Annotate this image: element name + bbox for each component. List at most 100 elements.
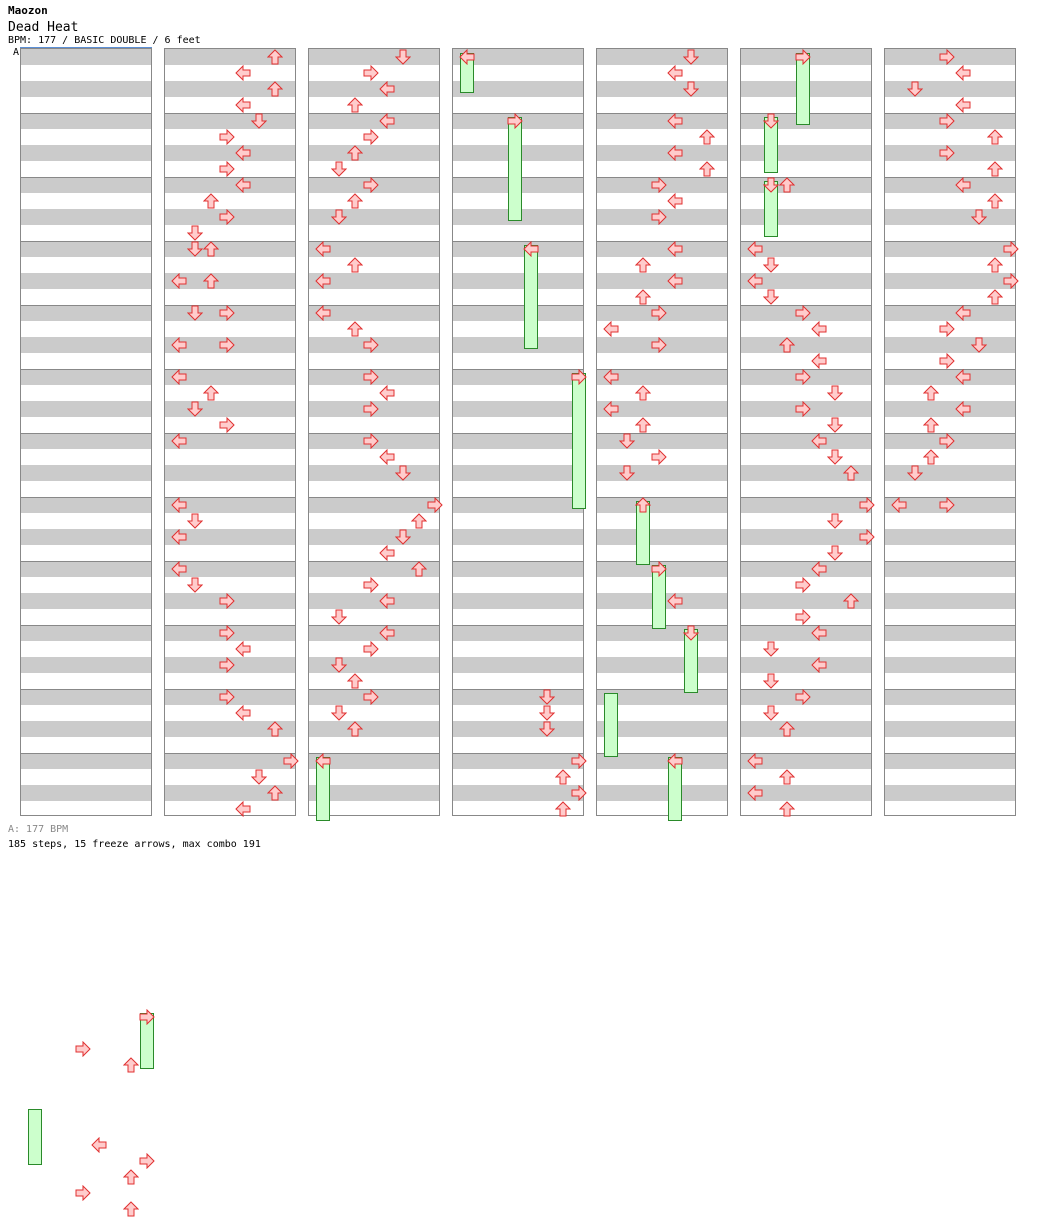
- step-arrow-right: [571, 753, 587, 769]
- step-arrow-right: [363, 177, 379, 193]
- step-arrow-up: [203, 193, 219, 209]
- step-arrow-up: [779, 769, 795, 785]
- freeze-arrow: [28, 1109, 42, 1165]
- measure-line: [597, 689, 727, 690]
- artist-name: Maozon: [8, 4, 48, 17]
- step-arrow-down: [683, 49, 699, 65]
- measure-line: [885, 241, 1015, 242]
- measure-line: [309, 241, 439, 242]
- step-arrow-up: [987, 193, 1003, 209]
- measure-line: [885, 305, 1015, 306]
- step-arrow-left: [379, 113, 395, 129]
- step-arrow-left: [235, 801, 251, 817]
- measure-column-5: [596, 48, 728, 821]
- step-arrow-right: [219, 305, 235, 321]
- step-arrow-down: [683, 81, 699, 97]
- step-arrow-up: [267, 785, 283, 801]
- step-arrow-up: [123, 1057, 139, 1073]
- measure-line: [885, 113, 1015, 114]
- step-arrow-down: [827, 417, 843, 433]
- step-arrow-down: [907, 465, 923, 481]
- step-arrow-down: [187, 241, 203, 257]
- step-arrow-right: [939, 113, 955, 129]
- measure-line: [309, 305, 439, 306]
- step-arrow-left: [955, 177, 971, 193]
- measure-line: [21, 113, 151, 114]
- step-arrow-right: [219, 593, 235, 609]
- measure-line: [885, 625, 1015, 626]
- freeze-arrow: [524, 245, 538, 349]
- step-arrow-right: [795, 401, 811, 417]
- measure-line: [165, 497, 295, 498]
- step-arrow-left: [667, 113, 683, 129]
- step-arrow-down: [763, 641, 779, 657]
- measure-line: [885, 497, 1015, 498]
- measure-column-6: [740, 48, 875, 817]
- step-arrow-left: [171, 561, 187, 577]
- step-arrow-up: [411, 561, 427, 577]
- step-arrow-left: [955, 65, 971, 81]
- chart-info: BPM: 177 / BASIC DOUBLE / 6 feet: [8, 35, 201, 46]
- step-arrow-left: [91, 1137, 107, 1153]
- step-arrow-down: [971, 337, 987, 353]
- step-arrow-down: [187, 225, 203, 241]
- measure-line: [21, 177, 151, 178]
- step-arrow-down: [907, 81, 923, 97]
- step-arrow-right: [651, 337, 667, 353]
- step-arrow-left: [811, 321, 827, 337]
- measure-line: [165, 625, 295, 626]
- measure-line: [165, 113, 295, 114]
- measure-line: [21, 625, 151, 626]
- step-arrow-up: [843, 593, 859, 609]
- measure-line: [165, 177, 295, 178]
- step-arrow-right: [363, 641, 379, 657]
- song-title: Dead Heat: [8, 20, 79, 35]
- step-arrow-right: [795, 689, 811, 705]
- step-arrow-left: [603, 321, 619, 337]
- step-arrow-up: [779, 801, 795, 817]
- step-arrow-up: [635, 385, 651, 401]
- step-arrow-up: [123, 1169, 139, 1185]
- step-arrow-left: [603, 369, 619, 385]
- step-arrow-left: [747, 273, 763, 289]
- step-arrow-right: [139, 1009, 155, 1025]
- step-arrow-up: [555, 801, 571, 817]
- step-arrow-left: [747, 785, 763, 801]
- measure-line: [453, 305, 583, 306]
- measure-line: [597, 369, 727, 370]
- step-arrow-up: [347, 97, 363, 113]
- measure-line: [453, 753, 583, 754]
- measure-line: [453, 113, 583, 114]
- measure-line: [597, 241, 727, 242]
- step-arrow-left: [235, 177, 251, 193]
- chart-stats: 185 steps, 15 freeze arrows, max combo 1…: [8, 839, 261, 850]
- step-arrow-right: [571, 785, 587, 801]
- measure-line: [453, 497, 583, 498]
- step-arrow-down: [827, 545, 843, 561]
- measure-line: [885, 753, 1015, 754]
- step-arrow-left: [315, 273, 331, 289]
- step-arrow-left: [667, 65, 683, 81]
- step-arrow-left: [379, 449, 395, 465]
- step-arrow-right: [363, 401, 379, 417]
- step-arrow-down: [251, 113, 267, 129]
- step-arrow-right: [651, 177, 667, 193]
- step-arrow-right: [219, 129, 235, 145]
- step-arrow-right: [363, 369, 379, 385]
- step-arrow-up: [923, 385, 939, 401]
- step-arrow-left: [747, 241, 763, 257]
- step-arrow-left: [315, 305, 331, 321]
- step-arrow-up: [347, 145, 363, 161]
- step-arrow-down: [763, 257, 779, 273]
- step-arrow-right: [219, 625, 235, 641]
- step-arrow-left: [235, 641, 251, 657]
- measure-line: [21, 305, 151, 306]
- step-arrow-left: [315, 753, 331, 769]
- step-arrow-down: [331, 609, 347, 625]
- step-arrow-right: [363, 433, 379, 449]
- step-arrow-left: [955, 401, 971, 417]
- step-arrow-right: [571, 369, 587, 385]
- step-arrow-right: [939, 49, 955, 65]
- freeze-arrow: [572, 373, 586, 509]
- step-arrow-down: [539, 689, 555, 705]
